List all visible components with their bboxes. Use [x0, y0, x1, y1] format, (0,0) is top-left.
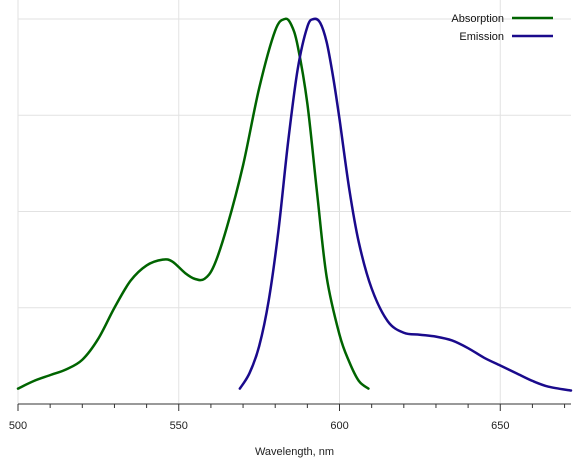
- gridlines: [17, 0, 571, 404]
- legend-label-emission: Emission: [459, 31, 504, 43]
- x-tick-label: 500: [9, 420, 27, 432]
- series-line-emission: [238, 17, 573, 392]
- legend: Absorption Emission: [451, 13, 553, 43]
- x-axis-tick-labels: 500 550 600 650: [9, 420, 510, 432]
- x-axis-title: Wavelength, nm: [255, 446, 334, 458]
- series-line-absorption: [16, 17, 370, 390]
- x-tick-label: 650: [491, 420, 509, 432]
- x-tick-label: 600: [330, 420, 348, 432]
- series-lines: [16, 17, 573, 392]
- x-axis-ticks: [17, 404, 566, 411]
- legend-label-absorption: Absorption: [451, 13, 504, 25]
- x-tick-label: 550: [170, 420, 188, 432]
